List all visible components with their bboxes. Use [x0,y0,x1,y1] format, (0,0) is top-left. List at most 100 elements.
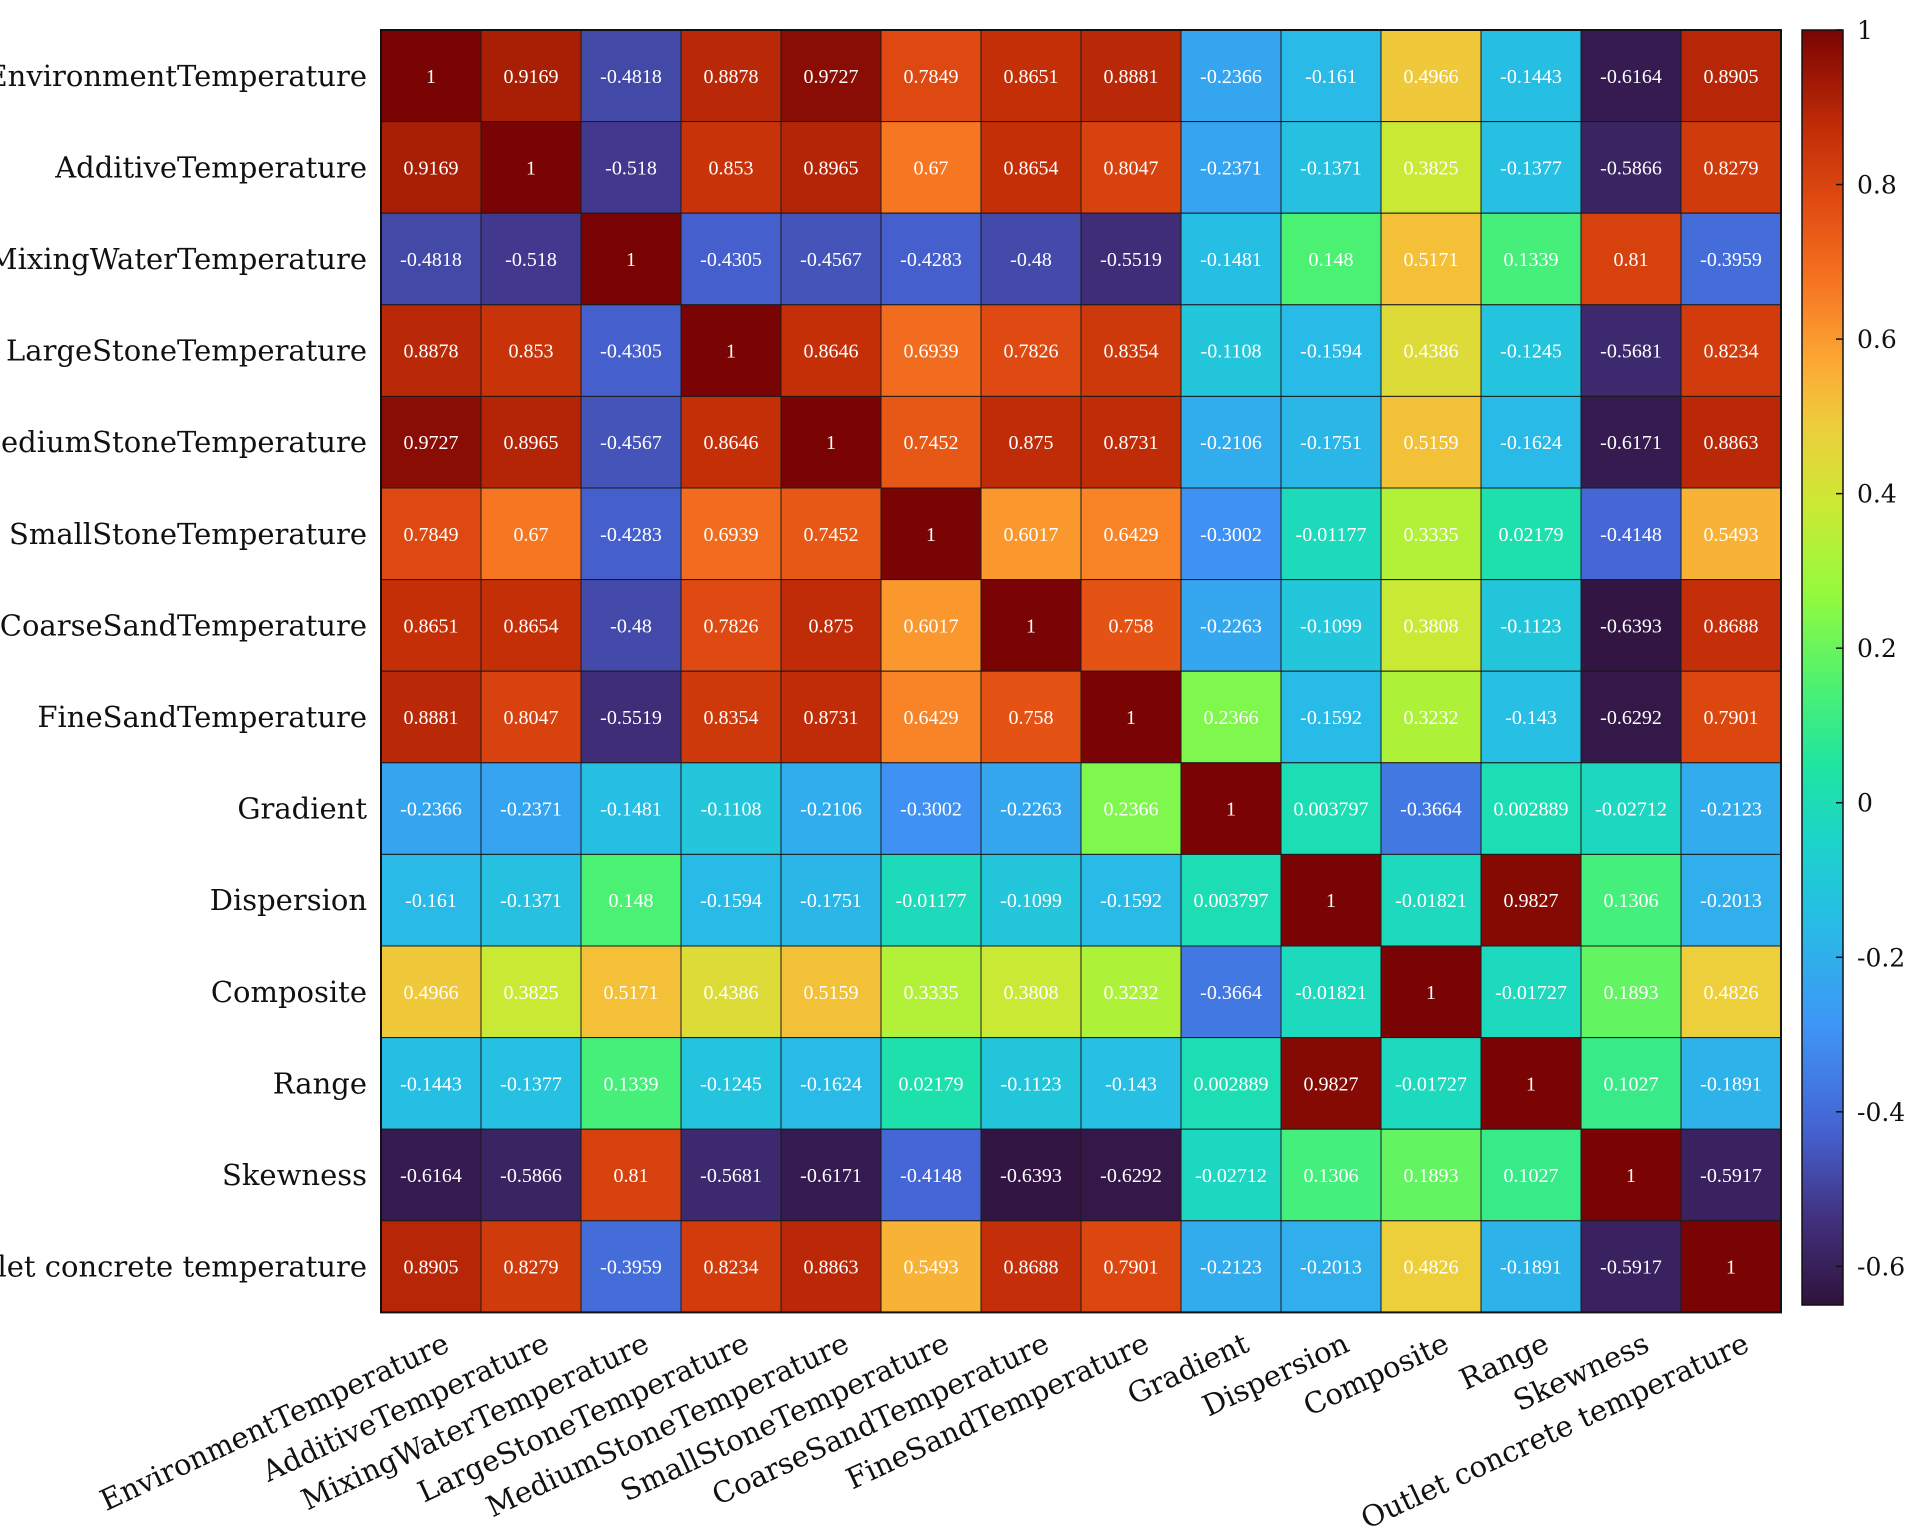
cell-value-label: 1 [426,66,436,88]
colorbar-tick-label: -0.2 [1857,943,1905,972]
heatmap-cell [1380,121,1482,214]
row-label: EnvironmentTemperature [0,59,367,93]
cell-value-label: 0.5493 [1704,524,1759,546]
cell-value-label: -0.1108 [1201,341,1262,363]
heatmap-cell [1680,1037,1782,1130]
heatmap-cell [1580,1037,1682,1130]
heatmap-cell [880,487,982,581]
cell-value-label: -0.6171 [1600,432,1662,454]
cell-value-label: -0.2371 [500,799,562,821]
cell-value-label: 0.003797 [1194,890,1269,912]
colorbar-ticks: 1 0.8 0.6 0.4 0.2 0 -0.2 -0.4 -0.6 [1836,16,1905,1281]
colorbar [1801,29,1844,1306]
heatmap-cell [1580,670,1682,764]
cell-value-label: 0.148 [609,890,654,912]
heatmap-cell [1580,487,1682,581]
cell-value-label: -0.01727 [1495,982,1567,1004]
cell-value-label: 0.8878 [704,66,759,88]
heatmap-cell [1680,1128,1782,1222]
row-label: Composite [211,975,367,1009]
heatmap-cell [880,304,982,397]
cell-value-label: -0.1481 [1200,249,1262,271]
cell-value-label: 0.8354 [1104,341,1159,363]
cell-value-label: -0.4305 [600,341,662,363]
cell-value-label: 0.8047 [1104,157,1159,179]
cell-value-label: -0.1594 [1300,341,1362,363]
heatmap-cell [1080,1128,1182,1222]
heatmap-cell [380,762,482,855]
cell-value-label: 0.8654 [504,615,559,637]
cell-value-label: 0.6939 [904,341,959,363]
cell-value-label: 0.9169 [504,66,559,88]
cell-value-label: -0.4567 [600,432,662,454]
heatmap-cell [980,670,1082,764]
cell-value-label: 0.7826 [1004,341,1059,363]
cell-value-label: -0.2366 [1200,66,1262,88]
heatmap-cell [780,304,882,397]
heatmap-cell [1080,304,1182,397]
heatmap-cell [1380,762,1482,855]
cell-value-label: -0.161 [405,890,457,912]
cell-value-label: -0.1751 [800,890,862,912]
heatmap-cell [1080,1037,1182,1130]
cell-value-label: 0.6939 [704,524,759,546]
cell-value-label: 0.8234 [704,1257,759,1279]
cell-value-label: 1 [726,341,736,363]
cell-value-label: -0.1377 [1500,157,1562,179]
cell-value-label: 0.8965 [504,432,559,454]
cell-value-label: -0.5917 [1700,1165,1762,1187]
heatmap-cell [480,487,582,581]
cell-value-label: -0.3959 [1700,249,1762,271]
heatmap-cell [1680,1220,1782,1313]
heatmap-cell [380,1037,482,1130]
cell-value-label: -0.6164 [400,1165,462,1187]
heatmap-cell [580,762,682,855]
cell-value-label: -0.4148 [900,1165,962,1187]
heatmap-cell [680,1128,782,1222]
cell-value-label: 0.875 [1009,432,1054,454]
heatmap-cell [780,121,882,214]
cell-value-label: -0.143 [1105,1073,1157,1095]
heatmap-cell [1280,579,1382,672]
cell-value-label: -0.2371 [1200,157,1262,179]
heatmap-cell [1080,121,1182,214]
cell-value-label: 0.8279 [504,1257,559,1279]
cell-value-label: 1 [1426,982,1436,1004]
heatmap-cell [1480,762,1582,855]
heatmap-cell [480,670,582,764]
cell-value-label: 0.8863 [1704,432,1759,454]
heatmap-cell [1280,1037,1382,1130]
cell-value-label: 0.8047 [504,707,559,729]
heatmap-cell [880,945,982,1039]
heatmap-cell [480,29,582,123]
row-label: MixingWaterTemperature [0,242,367,276]
cell-value-label: -0.3002 [1200,524,1262,546]
cell-value-label: -0.6292 [1600,707,1662,729]
cell-value-label: 0.8863 [804,1257,859,1279]
cell-value-label: -0.2013 [1300,1257,1362,1279]
cell-value-label: 0.2366 [1204,707,1259,729]
cell-value-label: 0.3825 [504,982,559,1004]
colorbar-tick-label: 0.8 [1857,171,1897,200]
cell-value-label: -0.1624 [1500,432,1562,454]
heatmap-cell [480,945,582,1039]
cell-value-label: 0.8279 [1704,157,1759,179]
cell-value-label: 0.4826 [1704,982,1759,1004]
heatmap-cell [580,1037,682,1130]
cell-value-label: 1 [526,157,536,179]
cell-value-label: 0.5171 [604,982,659,1004]
cell-value-label: 0.3808 [1004,982,1059,1004]
cell-value-label: 0.02179 [1499,524,1564,546]
heatmap-cell [1180,1128,1282,1222]
cell-value-label: -0.1371 [500,890,562,912]
heatmap-cell [580,487,682,581]
cell-value-label: 0.5159 [804,982,859,1004]
cell-value-label: 0.4966 [1404,66,1459,88]
cell-value-label: 0.6017 [1004,524,1059,546]
row-label: AdditiveTemperature [54,150,367,184]
heatmap-cell [980,212,1082,306]
cell-value-label: 0.1306 [1604,890,1659,912]
cell-value-label: -0.1377 [500,1073,562,1095]
cell-value-label: 1 [1126,707,1136,729]
cell-value-label: -0.2013 [1700,890,1762,912]
